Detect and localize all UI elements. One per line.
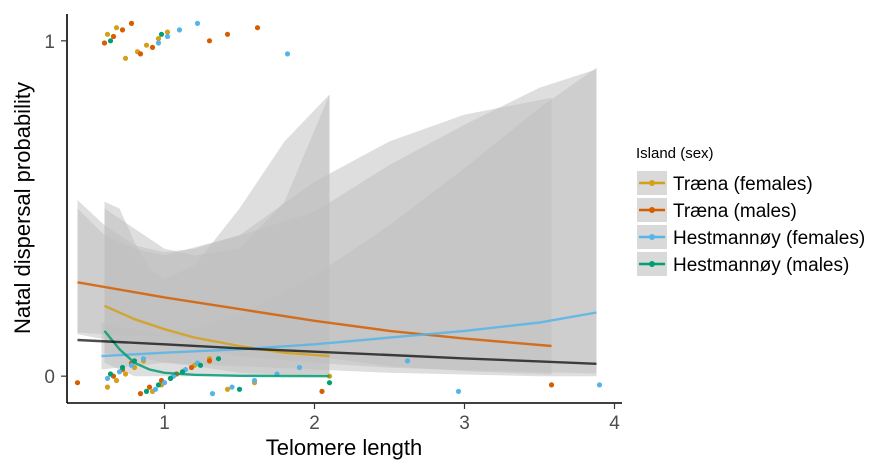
point-hestmannoy-females — [229, 385, 234, 390]
point-hestmannoy-males — [144, 389, 149, 394]
legend-key-point — [649, 180, 655, 186]
point-traena-males — [120, 27, 125, 32]
x-axis-title: Telomere length — [266, 435, 423, 460]
legend-key-point — [649, 261, 655, 267]
point-traena-females — [114, 25, 119, 30]
point-traena-females — [105, 385, 110, 390]
point-hestmannoy-females — [156, 40, 161, 45]
point-hestmannoy-females — [162, 380, 167, 385]
legend-item-traena-males: Træna (males) — [637, 198, 797, 222]
point-hestmannoy-females — [210, 391, 215, 396]
point-traena-males — [319, 389, 324, 394]
point-traena-males — [129, 21, 134, 26]
point-hestmannoy-females — [177, 27, 182, 32]
point-traena-males — [138, 51, 143, 56]
legend-label: Træna (females) — [673, 174, 813, 195]
point-hestmannoy-males — [120, 365, 125, 370]
point-traena-males — [150, 45, 155, 50]
point-traena-females — [225, 387, 230, 392]
point-traena-females — [114, 378, 119, 383]
point-traena-males — [102, 40, 107, 45]
y-tick-label: 0 — [44, 367, 55, 388]
legend-label: Træna (males) — [673, 201, 797, 222]
point-traena-males — [138, 391, 143, 396]
point-traena-males — [549, 382, 554, 387]
x-tick-label: 1 — [159, 413, 170, 434]
y-axis-ticks: 01 — [44, 32, 67, 388]
point-hestmannoy-males — [327, 380, 332, 385]
point-hestmannoy-females — [117, 369, 122, 374]
point-hestmannoy-males — [216, 356, 221, 361]
point-hestmannoy-females — [597, 382, 602, 387]
point-traena-females — [144, 43, 149, 48]
point-traena-males — [255, 25, 260, 30]
point-hestmannoy-males — [237, 387, 242, 392]
y-axis-title: Natal dispersal probability — [10, 82, 35, 334]
point-hestmannoy-males — [108, 371, 113, 376]
x-tick-label: 2 — [309, 413, 320, 434]
point-hestmannoy-females — [297, 365, 302, 370]
point-hestmannoy-females — [105, 376, 110, 381]
point-traena-females — [123, 371, 128, 376]
point-hestmannoy-males — [156, 382, 161, 387]
point-hestmannoy-females — [252, 378, 257, 383]
point-traena-males — [207, 358, 212, 363]
legend-label: Hestmannøy (females) — [673, 228, 865, 249]
point-hestmannoy-females — [129, 363, 134, 368]
point-hestmannoy-males — [159, 32, 164, 37]
point-traena-males — [207, 38, 212, 43]
point-hestmannoy-females — [165, 34, 170, 39]
legend-title: Island (sex) — [636, 145, 714, 162]
point-hestmannoy-females — [405, 358, 410, 363]
x-tick-label: 3 — [459, 413, 470, 434]
point-hestmannoy-males — [168, 376, 173, 381]
y-tick-label: 1 — [44, 32, 55, 53]
legend-item-hestmannoy-males: Hestmannøy (males) — [637, 252, 849, 276]
legend-key-point — [649, 234, 655, 240]
point-hestmannoy-females — [456, 389, 461, 394]
point-hestmannoy-females — [285, 51, 290, 56]
point-hestmannoy-males — [108, 38, 113, 43]
point-traena-females — [105, 32, 110, 37]
x-axis-ticks: 1 2 3 4 — [159, 403, 620, 434]
legend-item-traena-females: Træna (females) — [637, 171, 813, 195]
point-traena-males — [75, 380, 80, 385]
point-traena-males — [189, 365, 194, 370]
point-hestmannoy-females — [141, 356, 146, 361]
point-traena-males — [225, 32, 230, 37]
point-hestmannoy-females — [153, 387, 158, 392]
confidence-ribbons — [78, 68, 597, 377]
legend: Island (sex) Træna (females) Træna (males… — [636, 145, 865, 276]
legend-item-hestmannoy-females: Hestmannøy (females) — [637, 225, 865, 249]
point-traena-males — [111, 34, 116, 39]
point-traena-females — [123, 56, 128, 61]
point-hestmannoy-females — [195, 21, 200, 26]
point-traena-males — [147, 385, 152, 390]
point-hestmannoy-males — [198, 363, 203, 368]
legend-key-point — [649, 207, 655, 213]
legend-label: Hestmannøy (males) — [673, 255, 849, 276]
x-tick-label: 4 — [609, 413, 620, 434]
